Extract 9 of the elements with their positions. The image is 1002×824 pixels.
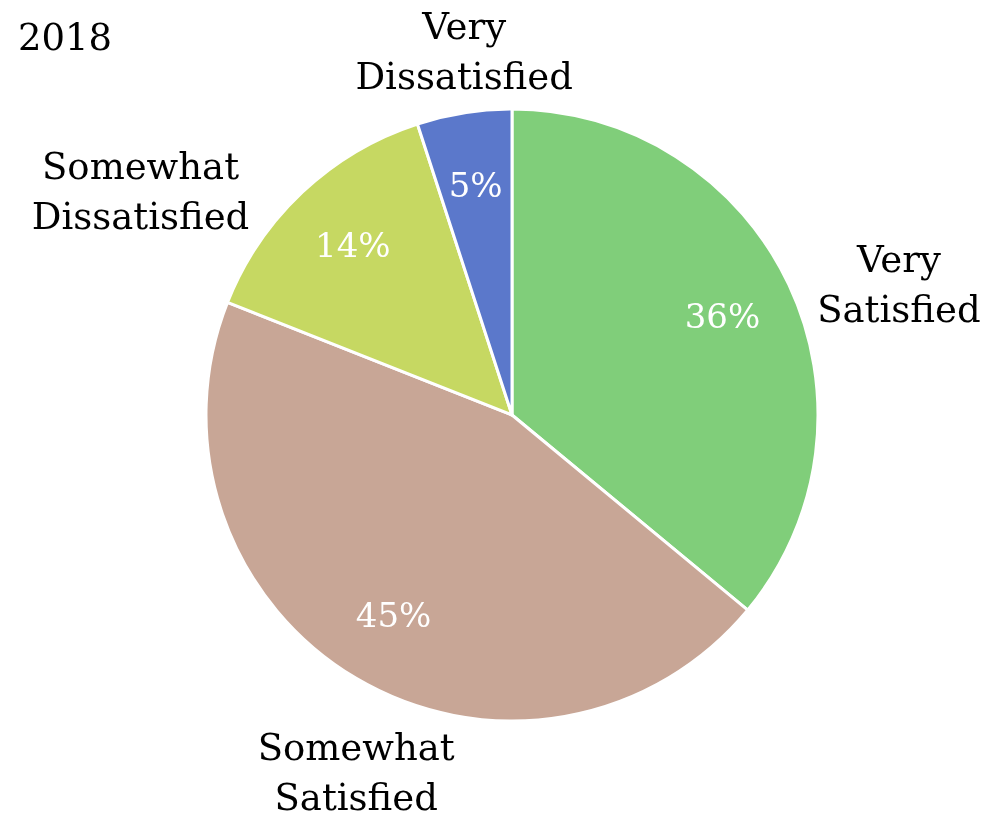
slice-label: Very Satisfied xyxy=(817,238,981,332)
data-label: 5% xyxy=(448,165,503,206)
data-label: 36% xyxy=(684,295,761,336)
slice-label: Somewhat Dissatisfied xyxy=(31,145,250,239)
data-label: 14% xyxy=(315,225,391,266)
chart-title: 2018 xyxy=(18,16,113,59)
slice-label: Very Dissatisfied xyxy=(355,5,573,99)
slice-label: Somewhat Satisfied xyxy=(257,725,455,819)
data-label: 45% xyxy=(355,595,432,636)
